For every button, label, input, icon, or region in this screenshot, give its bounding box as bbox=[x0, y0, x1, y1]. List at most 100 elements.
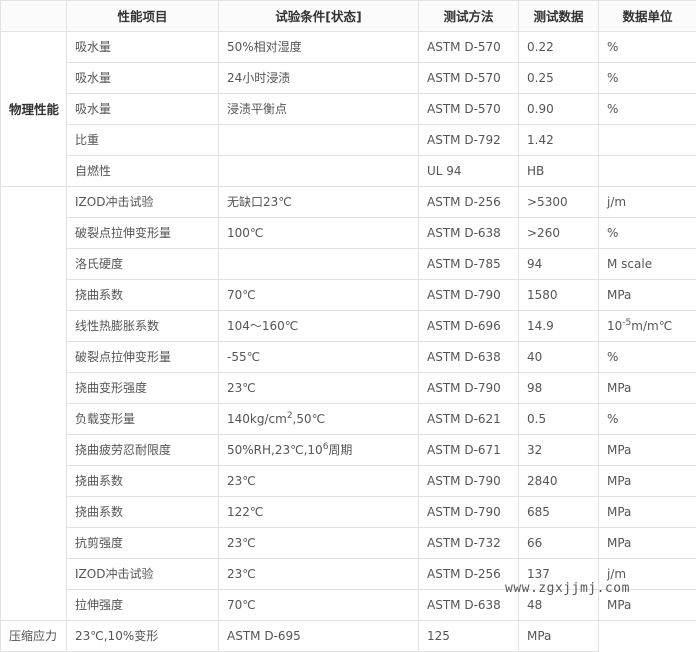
column-header-method: 测试方法 bbox=[419, 1, 519, 32]
cell-category: 物理性能 bbox=[1, 32, 67, 187]
cell-method: ASTM D-570 bbox=[419, 32, 519, 63]
cell-method: UL 94 bbox=[419, 156, 519, 187]
cell-value: 40 bbox=[519, 342, 599, 373]
cell-method: ASTM D-792 bbox=[419, 125, 519, 156]
cell-method: ASTM D-790 bbox=[419, 280, 519, 311]
cell-method: ASTM D-570 bbox=[419, 94, 519, 125]
cell-method: ASTM D-696 bbox=[419, 311, 519, 342]
cell-item: 挠曲系数 bbox=[67, 280, 219, 311]
cell-method: ASTM D-790 bbox=[419, 497, 519, 528]
cell-value: >5300 bbox=[519, 187, 599, 218]
cell-item: 吸水量 bbox=[67, 32, 219, 63]
cell-item: 挠曲疲劳忍耐限度 bbox=[67, 435, 219, 466]
table-header: 性能项目 试验条件[状态] 测试方法 测试数据 数据单位 bbox=[1, 1, 696, 32]
cell-unit: % bbox=[599, 63, 696, 94]
header-row: 性能项目 试验条件[状态] 测试方法 测试数据 数据单位 bbox=[1, 1, 696, 32]
cell-unit: % bbox=[599, 32, 696, 63]
cell-condition: 浸渍平衡点 bbox=[219, 94, 419, 125]
cell-method: ASTM D-638 bbox=[419, 342, 519, 373]
cell-unit: 10-5m/m℃ bbox=[599, 311, 696, 342]
cell-item: 压缩应力 bbox=[1, 621, 67, 652]
cell-item: IZOD冲击试验 bbox=[67, 559, 219, 590]
cell-unit: % bbox=[599, 404, 696, 435]
cell-method: ASTM D-638 bbox=[419, 590, 519, 621]
cell-unit: % bbox=[599, 218, 696, 249]
cell-item: IZOD冲击试验 bbox=[67, 187, 219, 218]
cell-unit: j/m bbox=[599, 187, 696, 218]
cell-condition: 104～160℃ bbox=[219, 311, 419, 342]
cell-value: 32 bbox=[519, 435, 599, 466]
cell-unit: j/m bbox=[599, 559, 696, 590]
cell-condition: 70℃ bbox=[219, 590, 419, 621]
cell-value: 0.22 bbox=[519, 32, 599, 63]
cell-unit: MPa bbox=[599, 435, 696, 466]
cell-unit bbox=[599, 125, 696, 156]
cell-method: ASTM D-570 bbox=[419, 63, 519, 94]
cell-unit: MPa bbox=[599, 280, 696, 311]
cell-unit: MPa bbox=[599, 373, 696, 404]
cell-method: ASTM D-790 bbox=[419, 466, 519, 497]
cell-item: 破裂点拉伸变形量 bbox=[67, 342, 219, 373]
cell-value: 125 bbox=[419, 621, 519, 652]
cell-unit: % bbox=[599, 342, 696, 373]
cell-method: ASTM D-732 bbox=[419, 528, 519, 559]
cell-value: 94 bbox=[519, 249, 599, 280]
cell-condition: -55℃ bbox=[219, 342, 419, 373]
cell-item: 挠曲系数 bbox=[67, 497, 219, 528]
cell-condition: 23℃ bbox=[219, 559, 419, 590]
cell-condition: 无缺口23℃ bbox=[219, 187, 419, 218]
cell-method: ASTM D-256 bbox=[419, 559, 519, 590]
cell-method: ASTM D-256 bbox=[419, 187, 519, 218]
cell-item: 挠曲变形强度 bbox=[67, 373, 219, 404]
cell-value: HB bbox=[519, 156, 599, 187]
cell-condition: 50%RH,23℃,106周期 bbox=[219, 435, 419, 466]
cell-method: ASTM D-785 bbox=[419, 249, 519, 280]
cell-condition: 100℃ bbox=[219, 218, 419, 249]
cell-condition: 23℃ bbox=[219, 528, 419, 559]
cell-condition: 140kg/cm2,50℃ bbox=[219, 404, 419, 435]
cell-value: 2840 bbox=[519, 466, 599, 497]
cell-condition: 23℃ bbox=[219, 466, 419, 497]
cell-item: 拉伸强度 bbox=[67, 590, 219, 621]
cell-value: 0.25 bbox=[519, 63, 599, 94]
cell-method: ASTM D-695 bbox=[219, 621, 419, 652]
cell-unit: MPa bbox=[599, 497, 696, 528]
cell-unit: MPa bbox=[599, 528, 696, 559]
cell-item: 负载变形量 bbox=[67, 404, 219, 435]
cell-category bbox=[1, 187, 67, 621]
cell-value: >260 bbox=[519, 218, 599, 249]
cell-unit: % bbox=[599, 94, 696, 125]
cell-item: 洛氏硬度 bbox=[67, 249, 219, 280]
cell-condition: 50%相对湿度 bbox=[219, 32, 419, 63]
cell-item: 抗剪强度 bbox=[67, 528, 219, 559]
cell-item: 破裂点拉伸变形量 bbox=[67, 218, 219, 249]
cell-condition: 122℃ bbox=[219, 497, 419, 528]
cell-value: 1580 bbox=[519, 280, 599, 311]
cell-value: 14.9 bbox=[519, 311, 599, 342]
column-header-condition: 试验条件[状态] bbox=[219, 1, 419, 32]
cell-unit: M scale bbox=[599, 249, 696, 280]
cell-value: 1.42 bbox=[519, 125, 599, 156]
cell-unit bbox=[599, 156, 696, 187]
cell-condition: 70℃ bbox=[219, 280, 419, 311]
cell-value: 66 bbox=[519, 528, 599, 559]
cell-value: 48 bbox=[519, 590, 599, 621]
column-header-unit: 数据单位 bbox=[599, 1, 696, 32]
cell-condition: 23℃ bbox=[219, 373, 419, 404]
cell-item: 比重 bbox=[67, 125, 219, 156]
